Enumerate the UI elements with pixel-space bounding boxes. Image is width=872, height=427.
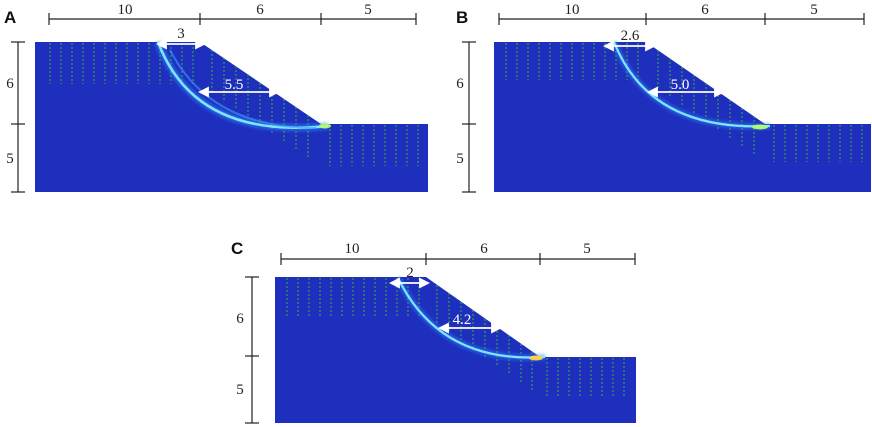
height-label-upper: 6: [236, 311, 244, 327]
slope-body: [494, 42, 871, 192]
height-label-lower: 5: [236, 382, 244, 398]
mid-width-label: 5.5: [225, 77, 244, 93]
width-label-toe: 5: [810, 2, 818, 18]
width-label-crest: 10: [345, 241, 360, 257]
panel-label: B: [456, 8, 468, 27]
slip-surface: [611, 40, 771, 130]
crest-width-arrow: [602, 40, 657, 52]
height-label-lower: 5: [456, 151, 464, 167]
panel-b: B 10 6 5 6 5: [456, 2, 871, 193]
panel-label: C: [231, 239, 243, 258]
width-label-toe: 5: [364, 2, 372, 18]
slip-surface: [154, 40, 331, 132]
mid-width-label: 4.2: [453, 312, 472, 328]
crest-pile-row: [49, 43, 194, 84]
mid-width-arrow: [437, 322, 503, 334]
panel-label: A: [4, 8, 16, 27]
toe-pile-row: [329, 125, 419, 166]
width-label-toe: 5: [583, 241, 591, 257]
top-dimension: [498, 13, 865, 25]
panel-a: A 10 6 5 6 5: [4, 2, 428, 193]
mid-width-arrow: [646, 86, 726, 98]
left-dimension: [462, 41, 476, 193]
mid-width-label: 5.0: [671, 77, 690, 93]
height-label-upper: 6: [456, 76, 464, 92]
slope-body: [275, 277, 636, 423]
width-label-crest: 10: [118, 2, 133, 18]
slope-pile-row: [436, 285, 533, 392]
width-label-slope: 6: [701, 2, 709, 18]
left-dimension: [245, 276, 259, 424]
top-dimension: [280, 253, 636, 265]
height-label-lower: 5: [6, 151, 14, 167]
width-label-slope: 6: [256, 2, 264, 18]
width-label-crest: 10: [565, 2, 580, 18]
crest-width-label: 2: [406, 265, 414, 281]
panel-c: C 10 6 5 6 5: [231, 239, 636, 424]
height-label-upper: 6: [6, 76, 14, 92]
crest-width-arrow: [155, 38, 207, 50]
top-dimension: [48, 13, 417, 25]
crest-width-label: 3: [177, 26, 185, 42]
mid-width-arrow: [197, 86, 281, 98]
width-label-slope: 6: [480, 241, 488, 257]
toe-pile-row: [546, 358, 625, 398]
left-dimension: [11, 41, 25, 193]
crest-width-label: 2.6: [621, 28, 640, 44]
slip-surface: [395, 276, 546, 361]
crest-width-arrow: [388, 277, 431, 289]
